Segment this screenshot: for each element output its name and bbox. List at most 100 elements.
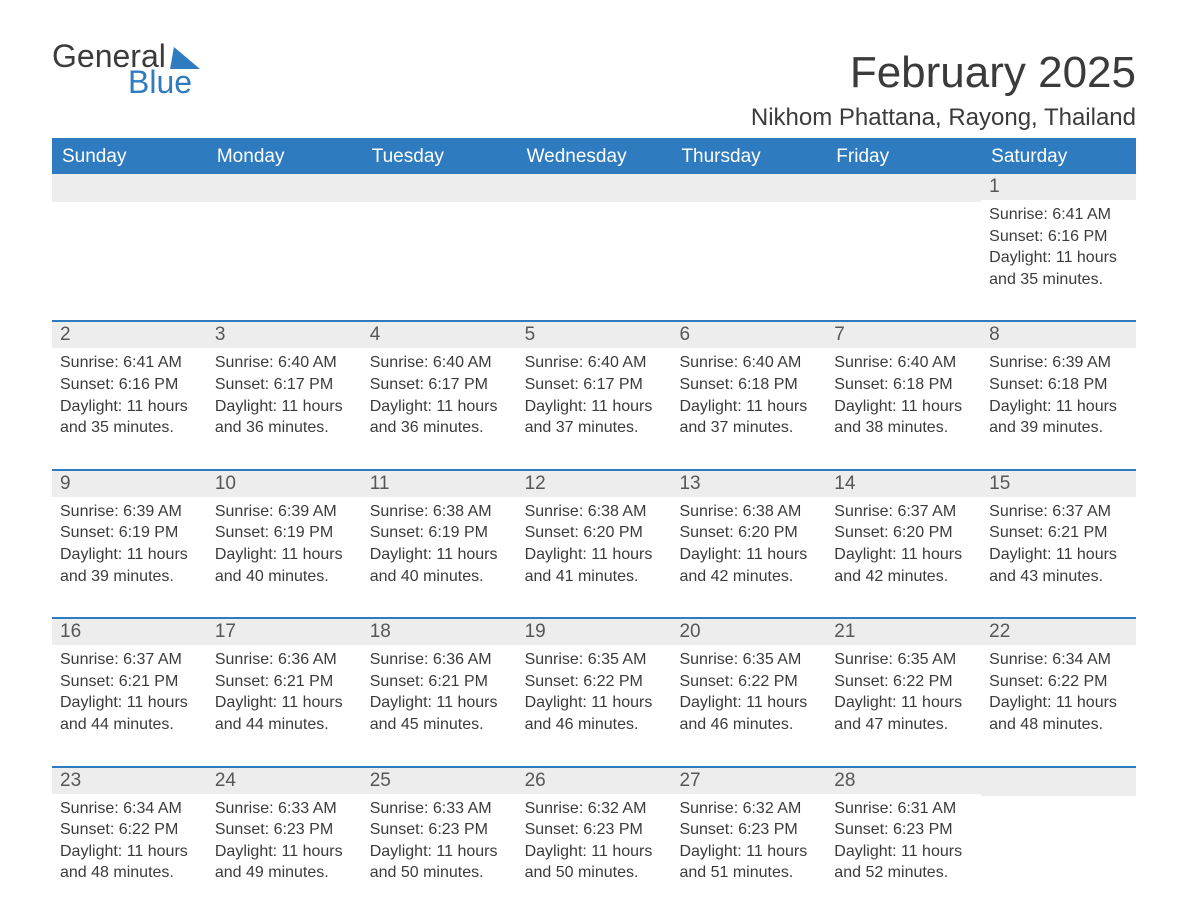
day-body: Sunrise: 6:37 AMSunset: 6:21 PMDaylight:…	[52, 645, 207, 743]
sunrise-text: Sunrise: 6:40 AM	[525, 352, 664, 374]
daylight-text: Daylight: 11 hours and 50 minutes.	[525, 841, 664, 884]
weekday-header: Sunday Monday Tuesday Wednesday Thursday…	[52, 140, 1136, 174]
sunrise-text: Sunrise: 6:38 AM	[679, 501, 818, 523]
sunset-text: Sunset: 6:20 PM	[679, 522, 818, 544]
sunrise-text: Sunrise: 6:41 AM	[989, 204, 1128, 226]
daylight-text: Daylight: 11 hours and 42 minutes.	[679, 544, 818, 587]
sunset-text: Sunset: 6:23 PM	[215, 819, 354, 841]
daylight-text: Daylight: 11 hours and 36 minutes.	[215, 396, 354, 439]
day-body: Sunrise: 6:35 AMSunset: 6:22 PMDaylight:…	[517, 645, 672, 743]
weekday-friday: Friday	[826, 140, 981, 174]
day-body: Sunrise: 6:40 AMSunset: 6:18 PMDaylight:…	[826, 348, 981, 446]
day-cell: 10Sunrise: 6:39 AMSunset: 6:19 PMDayligh…	[207, 471, 362, 595]
day-body: Sunrise: 6:41 AMSunset: 6:16 PMDaylight:…	[981, 200, 1136, 298]
sunset-text: Sunset: 6:18 PM	[834, 374, 973, 396]
day-cell: 7Sunrise: 6:40 AMSunset: 6:18 PMDaylight…	[826, 322, 981, 446]
day-body: Sunrise: 6:39 AMSunset: 6:19 PMDaylight:…	[52, 497, 207, 595]
sunset-text: Sunset: 6:22 PM	[525, 671, 664, 693]
day-body: Sunrise: 6:34 AMSunset: 6:22 PMDaylight:…	[52, 794, 207, 892]
sunrise-text: Sunrise: 6:41 AM	[60, 352, 199, 374]
day-cell: 4Sunrise: 6:40 AMSunset: 6:17 PMDaylight…	[362, 322, 517, 446]
day-number: 12	[517, 471, 672, 497]
day-cell	[981, 768, 1136, 892]
sunset-text: Sunset: 6:22 PM	[60, 819, 199, 841]
sunrise-text: Sunrise: 6:38 AM	[370, 501, 509, 523]
day-body: Sunrise: 6:38 AMSunset: 6:20 PMDaylight:…	[671, 497, 826, 595]
sunset-text: Sunset: 6:21 PM	[370, 671, 509, 693]
sunset-text: Sunset: 6:23 PM	[525, 819, 664, 841]
sunrise-text: Sunrise: 6:31 AM	[834, 798, 973, 820]
day-cell: 16Sunrise: 6:37 AMSunset: 6:21 PMDayligh…	[52, 619, 207, 743]
daylight-text: Daylight: 11 hours and 35 minutes.	[989, 247, 1128, 290]
weekday-sunday: Sunday	[52, 140, 207, 174]
sunset-text: Sunset: 6:18 PM	[679, 374, 818, 396]
daylight-text: Daylight: 11 hours and 38 minutes.	[834, 396, 973, 439]
daylight-text: Daylight: 11 hours and 39 minutes.	[60, 544, 199, 587]
sunset-text: Sunset: 6:23 PM	[834, 819, 973, 841]
day-body: Sunrise: 6:32 AMSunset: 6:23 PMDaylight:…	[671, 794, 826, 892]
sunrise-text: Sunrise: 6:33 AM	[215, 798, 354, 820]
day-cell: 5Sunrise: 6:40 AMSunset: 6:17 PMDaylight…	[517, 322, 672, 446]
day-cell: 17Sunrise: 6:36 AMSunset: 6:21 PMDayligh…	[207, 619, 362, 743]
sunset-text: Sunset: 6:21 PM	[60, 671, 199, 693]
sunset-text: Sunset: 6:22 PM	[834, 671, 973, 693]
sunrise-text: Sunrise: 6:39 AM	[60, 501, 199, 523]
logo-line1: General	[52, 40, 202, 72]
weekday-thursday: Thursday	[671, 140, 826, 174]
day-cell: 23Sunrise: 6:34 AMSunset: 6:22 PMDayligh…	[52, 768, 207, 892]
day-body: Sunrise: 6:36 AMSunset: 6:21 PMDaylight:…	[362, 645, 517, 743]
week-row: 2Sunrise: 6:41 AMSunset: 6:16 PMDaylight…	[52, 320, 1136, 446]
day-number: 7	[826, 322, 981, 348]
day-number: 9	[52, 471, 207, 497]
day-body: Sunrise: 6:33 AMSunset: 6:23 PMDaylight:…	[207, 794, 362, 892]
day-number	[671, 174, 826, 202]
day-cell: 6Sunrise: 6:40 AMSunset: 6:18 PMDaylight…	[671, 322, 826, 446]
day-body: Sunrise: 6:37 AMSunset: 6:21 PMDaylight:…	[981, 497, 1136, 595]
sunrise-text: Sunrise: 6:40 AM	[679, 352, 818, 374]
daylight-text: Daylight: 11 hours and 39 minutes.	[989, 396, 1128, 439]
day-body: Sunrise: 6:40 AMSunset: 6:18 PMDaylight:…	[671, 348, 826, 446]
sunset-text: Sunset: 6:23 PM	[370, 819, 509, 841]
day-number: 16	[52, 619, 207, 645]
logo: General Blue	[52, 40, 202, 98]
sunrise-text: Sunrise: 6:34 AM	[989, 649, 1128, 671]
sunrise-text: Sunrise: 6:34 AM	[60, 798, 199, 820]
day-body: Sunrise: 6:39 AMSunset: 6:18 PMDaylight:…	[981, 348, 1136, 446]
sunrise-text: Sunrise: 6:35 AM	[679, 649, 818, 671]
daylight-text: Daylight: 11 hours and 43 minutes.	[989, 544, 1128, 587]
day-number: 25	[362, 768, 517, 794]
day-number	[207, 174, 362, 202]
day-number: 5	[517, 322, 672, 348]
weekday-saturday: Saturday	[981, 140, 1136, 174]
sunrise-text: Sunrise: 6:32 AM	[679, 798, 818, 820]
sunrise-text: Sunrise: 6:40 AM	[215, 352, 354, 374]
day-number	[362, 174, 517, 202]
sunrise-text: Sunrise: 6:40 AM	[834, 352, 973, 374]
day-cell: 13Sunrise: 6:38 AMSunset: 6:20 PMDayligh…	[671, 471, 826, 595]
daylight-text: Daylight: 11 hours and 48 minutes.	[60, 841, 199, 884]
day-number: 20	[671, 619, 826, 645]
daylight-text: Daylight: 11 hours and 46 minutes.	[679, 692, 818, 735]
day-cell: 9Sunrise: 6:39 AMSunset: 6:19 PMDaylight…	[52, 471, 207, 595]
week-row: 9Sunrise: 6:39 AMSunset: 6:19 PMDaylight…	[52, 469, 1136, 595]
day-number: 1	[981, 174, 1136, 200]
day-body: Sunrise: 6:36 AMSunset: 6:21 PMDaylight:…	[207, 645, 362, 743]
sunset-text: Sunset: 6:21 PM	[215, 671, 354, 693]
day-body: Sunrise: 6:39 AMSunset: 6:19 PMDaylight:…	[207, 497, 362, 595]
day-body: Sunrise: 6:40 AMSunset: 6:17 PMDaylight:…	[517, 348, 672, 446]
weekday-monday: Monday	[207, 140, 362, 174]
sunrise-text: Sunrise: 6:37 AM	[989, 501, 1128, 523]
sunset-text: Sunset: 6:19 PM	[60, 522, 199, 544]
sunset-text: Sunset: 6:16 PM	[989, 226, 1128, 248]
location: Nikhom Phattana, Rayong, Thailand	[52, 104, 1136, 140]
day-number: 28	[826, 768, 981, 794]
day-cell: 2Sunrise: 6:41 AMSunset: 6:16 PMDaylight…	[52, 322, 207, 446]
day-number: 27	[671, 768, 826, 794]
day-body: Sunrise: 6:35 AMSunset: 6:22 PMDaylight:…	[826, 645, 981, 743]
sail-icon	[170, 47, 204, 69]
day-body: Sunrise: 6:38 AMSunset: 6:19 PMDaylight:…	[362, 497, 517, 595]
day-number: 23	[52, 768, 207, 794]
logo-text-2: Blue	[128, 66, 202, 98]
weekday-wednesday: Wednesday	[517, 140, 672, 174]
sunset-text: Sunset: 6:19 PM	[370, 522, 509, 544]
